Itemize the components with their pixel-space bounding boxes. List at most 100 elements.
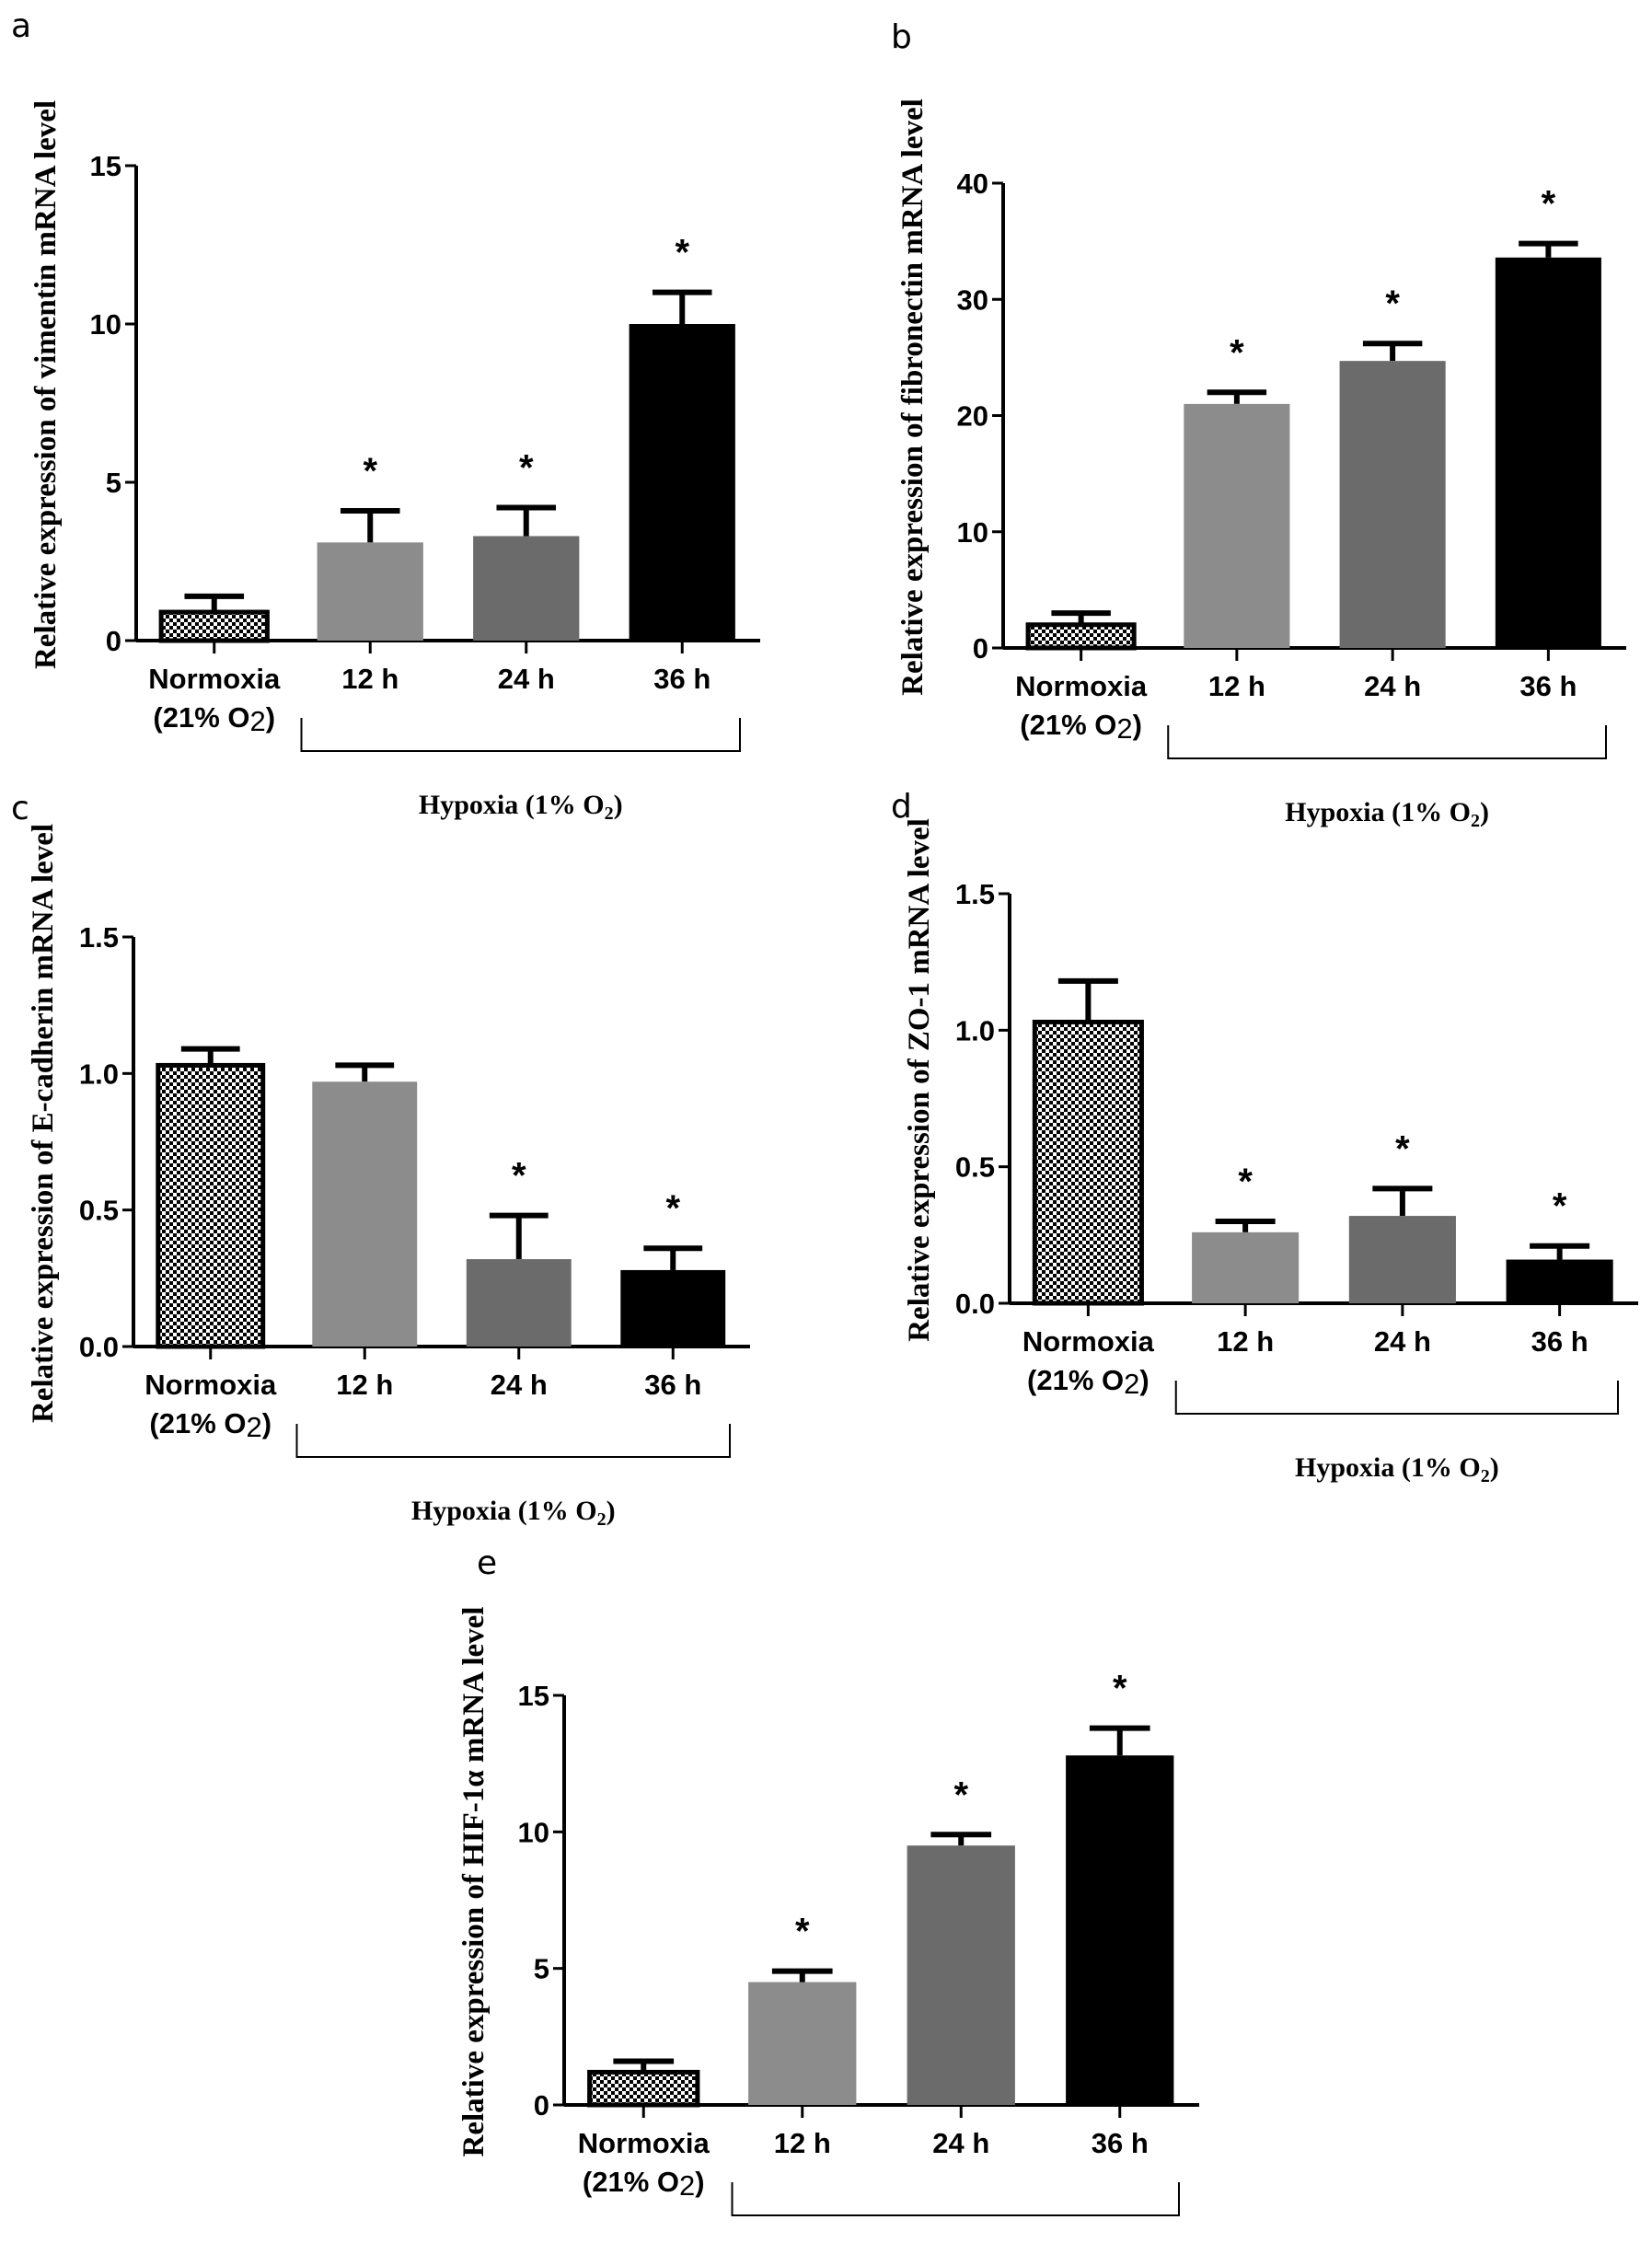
x-category-label: (21% O2) xyxy=(149,1407,271,1443)
bar xyxy=(620,1269,726,1347)
y-tick-label: 1.5 xyxy=(955,878,995,910)
x-category-label: (21% O2) xyxy=(1020,709,1142,745)
x-category-label: Normoxia xyxy=(1015,670,1148,702)
x-category-label: 36 h xyxy=(1531,1325,1588,1358)
bar xyxy=(158,609,270,643)
y-axis-label: Relative expression of vimentin mRNA lev… xyxy=(29,100,63,669)
bar xyxy=(1066,1755,1174,2105)
bar xyxy=(317,542,423,641)
x-category-label: 24 h xyxy=(1364,670,1421,702)
y-tick-label: 5 xyxy=(106,467,121,499)
significance-marker: * xyxy=(795,1912,810,1952)
hypoxia-bracket xyxy=(1167,725,1607,759)
x-category-label: 36 h xyxy=(1092,2127,1149,2159)
significance-marker: * xyxy=(1230,332,1244,373)
y-tick-label: 10 xyxy=(90,308,121,341)
x-category-label: 24 h xyxy=(498,663,555,695)
y-tick-label: 1.0 xyxy=(955,1014,995,1046)
y-tick-label: 15 xyxy=(90,150,121,182)
y-tick-label: 0 xyxy=(106,625,121,657)
group-label: Hypoxia (1% O2) xyxy=(1295,1452,1499,1486)
y-tick-label: 30 xyxy=(957,283,988,316)
hypoxia-bracket xyxy=(731,2182,1180,2216)
panel-letter: e xyxy=(477,1544,497,1582)
hypoxia-bracket xyxy=(300,718,741,752)
y-tick-label: 15 xyxy=(518,1680,549,1712)
bar xyxy=(1495,257,1601,648)
y-tick-label: 0 xyxy=(973,632,988,665)
bar xyxy=(1506,1259,1613,1303)
significance-marker: * xyxy=(512,1156,526,1197)
panel-letter: a xyxy=(11,7,31,45)
significance-marker: * xyxy=(665,1188,680,1229)
bar xyxy=(748,1982,857,2105)
significance-marker: * xyxy=(1553,1186,1567,1227)
significance-marker: * xyxy=(953,1775,968,1815)
significance-marker: * xyxy=(519,448,534,489)
x-category-label: 12 h xyxy=(336,1369,393,1401)
bar xyxy=(1348,1216,1456,1303)
x-category-label: 36 h xyxy=(1519,670,1577,702)
y-tick-label: 0.0 xyxy=(955,1288,995,1320)
panel-letter: b xyxy=(891,18,912,56)
hypoxia-bracket xyxy=(295,1424,731,1458)
significance-marker: * xyxy=(1238,1162,1253,1202)
hypoxia-bracket xyxy=(1174,1381,1619,1415)
x-category-label: (21% O2) xyxy=(153,701,275,737)
x-category-label: 12 h xyxy=(1217,1325,1274,1358)
significance-marker: * xyxy=(1385,283,1400,324)
panel-letter: c xyxy=(11,790,29,827)
x-category-label: 24 h xyxy=(1374,1325,1431,1358)
x-category-label: Normoxia xyxy=(144,1369,277,1401)
x-category-label: 12 h xyxy=(341,663,399,695)
group-label: Hypoxia (1% O2) xyxy=(411,1496,616,1530)
bar xyxy=(1025,622,1137,651)
group-label: Hypoxia (1% O2) xyxy=(1285,797,1489,831)
significance-marker: * xyxy=(363,451,377,491)
bar xyxy=(907,1845,1015,2105)
y-tick-label: 0.0 xyxy=(79,1331,119,1363)
y-tick-label: 0.5 xyxy=(955,1151,995,1184)
x-category-label: 24 h xyxy=(491,1369,548,1401)
x-category-label: Normoxia xyxy=(578,2127,710,2159)
y-tick-label: 1.0 xyxy=(79,1058,119,1090)
y-axis-label: Relative expression of E-cadherin mRNA l… xyxy=(27,824,60,1423)
y-tick-label: 0.5 xyxy=(79,1195,119,1227)
y-axis-label: Relative expression of ZO-1 mRNA level xyxy=(903,818,936,1342)
bar xyxy=(629,324,735,641)
y-tick-label: 40 xyxy=(957,168,988,200)
x-category-label: 24 h xyxy=(932,2127,989,2159)
y-tick-label: 1.5 xyxy=(79,921,119,954)
bar xyxy=(312,1081,418,1347)
significance-marker: * xyxy=(1542,184,1556,225)
bar xyxy=(1339,361,1446,648)
x-category-label: 36 h xyxy=(644,1369,701,1401)
x-category-label: Normoxia xyxy=(1022,1325,1155,1358)
chart-panel-a: a Relative expression of vimentin mRNA le… xyxy=(11,7,760,824)
significance-marker: * xyxy=(1113,1669,1127,1709)
group-label: Hypoxia (1% O2) xyxy=(419,790,623,824)
x-category-label: (21% O2) xyxy=(583,2166,705,2202)
y-axis-label: Relative expression of HIF-1α mRNA level xyxy=(457,1607,491,2157)
bar xyxy=(1192,1231,1300,1303)
x-category-label: 12 h xyxy=(1208,670,1265,702)
significance-marker: * xyxy=(1395,1128,1410,1169)
bar xyxy=(587,2069,700,2108)
bar xyxy=(1184,403,1290,648)
x-category-label: 12 h xyxy=(774,2127,831,2159)
y-tick-label: 10 xyxy=(518,1816,549,1848)
x-category-label: (21% O2) xyxy=(1027,1364,1149,1400)
bar xyxy=(466,1259,572,1347)
x-category-label: 36 h xyxy=(653,663,710,695)
x-category-label: Normoxia xyxy=(148,663,281,695)
bar xyxy=(473,536,580,641)
y-tick-label: 20 xyxy=(957,400,988,433)
chart-panel-e: e Relative expression of HIF-1α mRNA leve… xyxy=(457,1544,1199,2216)
bar xyxy=(1032,1019,1144,1306)
bar xyxy=(156,1062,266,1349)
y-axis-label: Relative expression of fibronectin mRNA … xyxy=(896,98,930,696)
y-tick-label: 10 xyxy=(957,516,988,549)
